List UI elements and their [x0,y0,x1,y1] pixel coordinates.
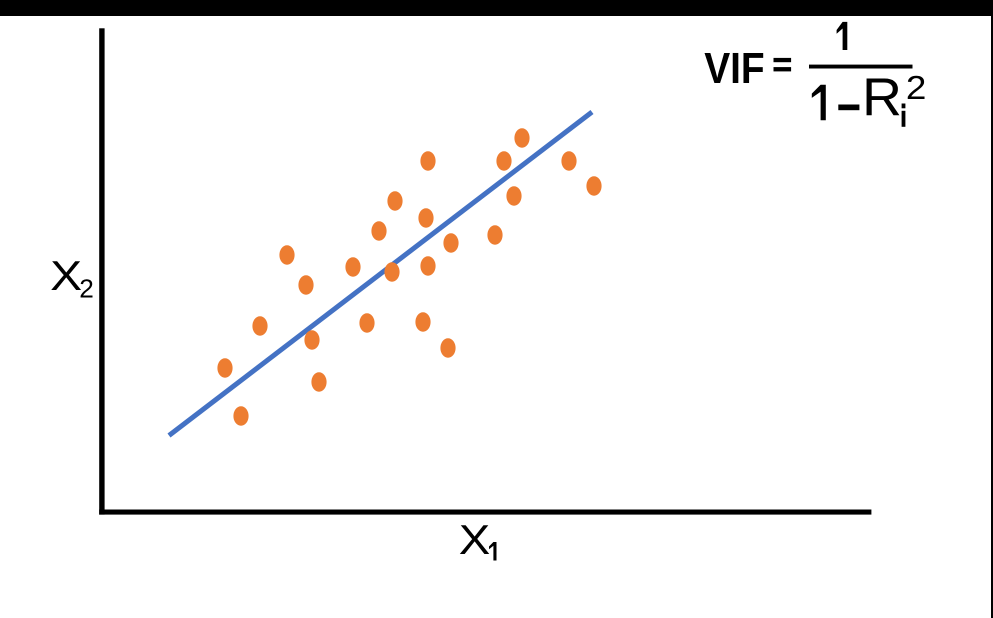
svg-text:X: X [459,516,491,563]
svg-text:R: R [862,68,902,127]
svg-text:2: 2 [79,274,94,304]
svg-text:2: 2 [906,69,927,106]
svg-text:VIF: VIF [704,44,765,93]
svg-text:X: X [50,252,82,299]
